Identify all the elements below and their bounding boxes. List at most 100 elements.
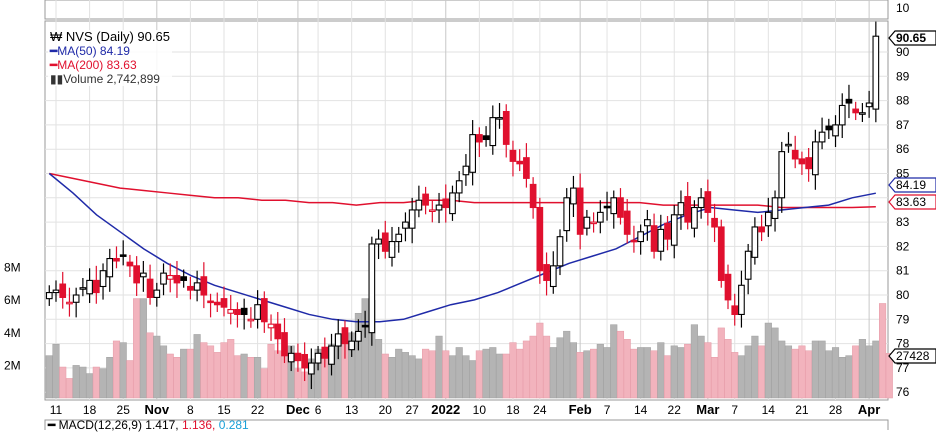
volume-bar [650,350,658,399]
candle-body [543,264,550,281]
candle-body [415,199,423,211]
volume-bar [240,353,248,399]
candle-body [281,332,288,357]
candle-body [455,180,463,194]
candle-body [402,221,409,229]
candle-body [119,254,127,257]
candle-body [375,238,382,245]
candle-body [301,353,308,369]
candle-body [549,265,557,288]
candle-body [173,275,181,284]
volume-bar [872,340,880,399]
candle-body [825,125,833,131]
volume-bar [596,343,604,399]
volume-bar [462,355,470,399]
volume-bar [576,352,584,399]
volume-bar [469,360,477,399]
candle-body [388,240,396,258]
date-tick-label: 11 [50,403,63,417]
candle-body [852,108,860,114]
candle-body [187,285,194,291]
candle-body [529,183,537,209]
volume-bar [549,347,557,399]
candle-body [489,117,497,147]
price-tick-label: 83 [896,215,910,229]
volume-bar [489,347,497,399]
candle-body [220,298,228,308]
volume-bar [637,347,645,399]
volume-bar [166,353,174,399]
volume-bar [408,355,416,399]
candle-body [66,301,73,305]
candle-body [469,134,476,173]
candle-body [596,211,604,223]
volume-bar [778,340,786,399]
candle-body [314,352,322,364]
candle-body [153,289,161,298]
price-tick-label: 78 [896,337,910,351]
candle-body [610,197,618,215]
volume-bar [536,322,544,399]
price-tick-label: 88 [896,94,910,108]
candle-body [496,117,503,120]
candle-body [381,232,389,252]
date-tick-label: 21 [795,403,809,417]
volume-bar [858,339,866,399]
volume-bar [556,337,564,399]
volume-bar [442,350,450,399]
volume-bar [153,335,161,399]
volume-bar [180,348,188,399]
candle-body [751,226,759,258]
candle-body [482,135,490,141]
volume-bar [522,340,530,399]
date-tick-label: Dec [286,402,310,417]
candle-body [361,324,369,328]
volume-badge [888,348,936,364]
candle-body [435,204,443,211]
date-tick-label: 13 [345,403,359,417]
volume-bar [112,340,121,399]
volume-bar [845,355,853,399]
candle-body [126,261,134,267]
volume-bar [455,347,463,399]
volume-bar [831,347,840,399]
volume-bar [65,378,73,399]
candle-body [536,206,544,272]
volume-bar [616,330,625,399]
volume-bar [59,366,67,399]
volume-badge-label: 27428 [896,349,930,363]
candle-body [274,323,282,340]
volume-bar [92,366,100,399]
volume-bar [704,342,712,399]
volume-bar [186,348,194,399]
candle-body [623,210,631,235]
volume-bar [274,350,282,399]
candle-body [805,157,812,170]
candle-body [200,276,208,296]
candle-body [260,298,268,323]
volume-bar [227,339,235,399]
candle-body [267,323,275,329]
candle-body [778,151,786,199]
candle-body [670,214,678,246]
volume-bar [86,373,94,399]
candle-body [59,283,67,298]
volume-bar [771,327,779,399]
candle-body [254,304,261,320]
legend-price: ₩ NVS (Daily) 90.65 [50,29,170,44]
candle-body [207,300,214,304]
volume-bar [811,340,819,399]
volume-bar [885,353,893,399]
ma200-badge [888,194,936,210]
ma50-line [48,172,876,323]
candle-body [428,209,436,212]
candle-body [691,206,698,229]
candle-body [630,239,638,243]
candle-body [166,275,174,280]
volume-bar [395,348,403,399]
candle-body [744,250,752,280]
volume-bar [72,365,80,399]
volume-bar [711,357,719,399]
volume-bar [159,345,168,399]
volume-bar [690,324,698,399]
